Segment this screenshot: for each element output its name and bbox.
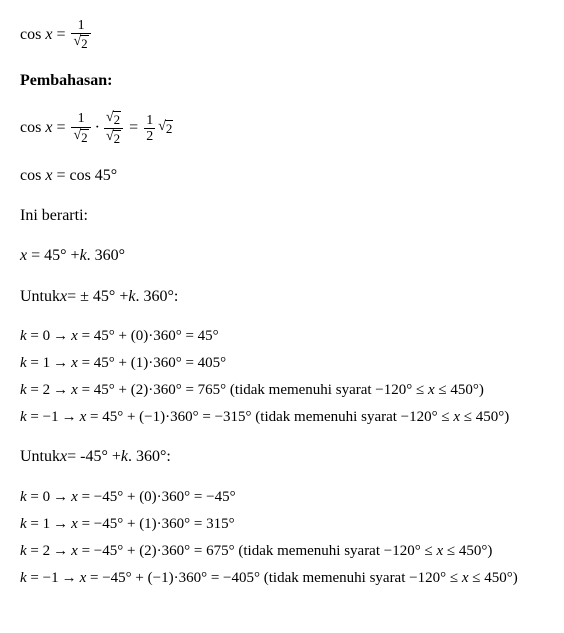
eq2-frac1: 1 √2 bbox=[71, 111, 90, 145]
ini-berarti-label: Ini berarti: bbox=[20, 205, 544, 227]
equation-1: cos x = 1 √ 2 bbox=[20, 18, 544, 52]
solution-step: k = 1→x = 45° + (1)·360° = 405° bbox=[20, 353, 544, 374]
solution-step: k = 1→x = −45° + (1)·360° = 315° bbox=[20, 514, 544, 535]
solution-step: k = 0→x = 45° + (0)·360° = 45° bbox=[20, 326, 544, 347]
untuk-2: Untuk x = -45° + k . 360°: bbox=[20, 446, 544, 468]
eq2-frac2: √2 √2 bbox=[104, 110, 123, 146]
general-solution: x = 45° + k . 360° bbox=[20, 245, 544, 267]
eq1-num: 1 bbox=[76, 18, 87, 33]
equation-3: cos x = cos 45° bbox=[20, 165, 544, 187]
untuk-1: Untuk x = ± 45° + k . 360°: bbox=[20, 286, 544, 308]
solution-step: k = 2→x = 45° + (2)·360° = 765° (tidak m… bbox=[20, 380, 544, 401]
eq1-lhs: cos bbox=[20, 24, 41, 46]
solution-step: k = −1→x = 45° + (−1)·360° = −315° (tida… bbox=[20, 407, 544, 428]
solution-step: k = 2→x = −45° + (2)·360° = 675° (tidak … bbox=[20, 541, 544, 562]
solution-block-1: k = 0→x = 45° + (0)·360° = 45° k = 1→x = … bbox=[20, 326, 544, 428]
solution-block-2: k = 0→x = −45° + (0)·360° = −45° k = 1→x … bbox=[20, 487, 544, 589]
eq1-var: x bbox=[45, 24, 52, 46]
equation-2: cos x = 1 √2 · √2 √2 = 1 2 √2 bbox=[20, 110, 544, 146]
solution-step: k = −1→x = −45° + (−1)·360° = −405° (tid… bbox=[20, 568, 544, 589]
eq2-frac3: 1 2 bbox=[144, 113, 155, 145]
sqrt-icon: √ 2 bbox=[73, 35, 88, 52]
eq1-frac: 1 √ 2 bbox=[71, 18, 90, 52]
section-pembahasan: Pembahasan: bbox=[20, 70, 544, 92]
solution-step: k = 0→x = −45° + (0)·360° = −45° bbox=[20, 487, 544, 508]
